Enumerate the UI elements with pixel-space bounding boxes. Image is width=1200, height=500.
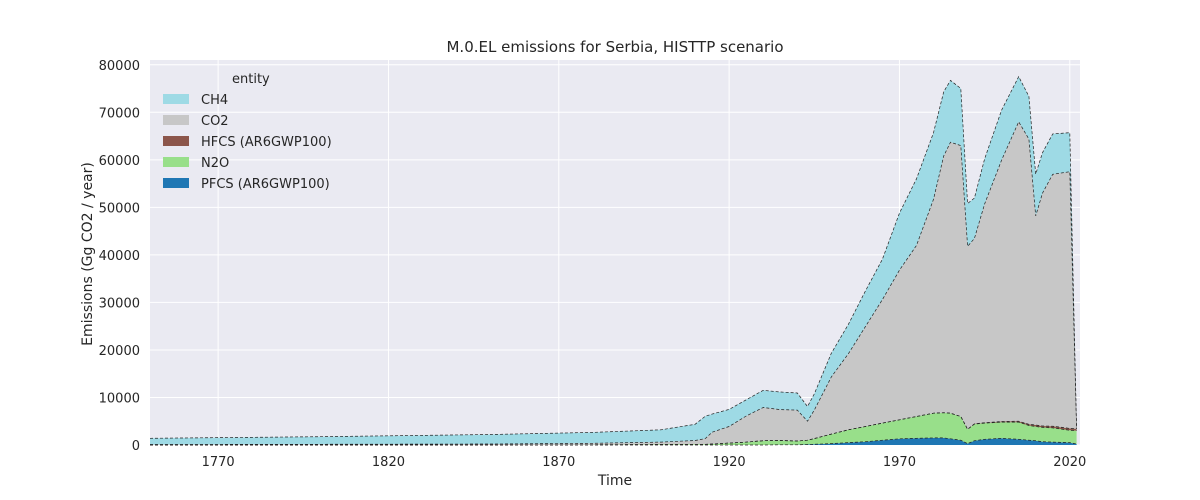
x-tick-label: 1920 bbox=[713, 455, 746, 470]
x-tick-label: 1770 bbox=[202, 455, 235, 470]
y-axis-label: Emissions (Gg CO2 / year) bbox=[80, 162, 96, 346]
x-tick-label: 2020 bbox=[1053, 455, 1086, 470]
outline-pfcs-ar6gwp100- bbox=[150, 437, 1077, 446]
x-tick-label: 1870 bbox=[542, 455, 575, 470]
x-axis-label: Time bbox=[597, 473, 632, 489]
outline-co2 bbox=[149, 121, 1077, 445]
outline-hfcs-ar6gwp100- bbox=[150, 412, 1077, 446]
x-tick-label: 1820 bbox=[372, 455, 405, 470]
legend-label: HFCS (AR6GWP100) bbox=[201, 135, 332, 150]
legend-swatch bbox=[163, 136, 189, 146]
y-tick-label: 50000 bbox=[99, 201, 140, 216]
y-tick-label: 0 bbox=[132, 439, 140, 454]
y-tick-label: 60000 bbox=[99, 154, 140, 169]
chart-title: M.0.EL emissions for Serbia, HISTTP scen… bbox=[446, 38, 783, 56]
legend-label: CO2 bbox=[201, 114, 229, 129]
y-tick-label: 10000 bbox=[99, 391, 140, 406]
legend-label: CH4 bbox=[201, 93, 228, 108]
y-tick-label: 40000 bbox=[99, 249, 140, 264]
outline-ch4 bbox=[149, 75, 1077, 439]
y-tick-label: 70000 bbox=[99, 106, 140, 121]
legend-swatch bbox=[163, 157, 189, 167]
legend-title: entity bbox=[232, 72, 270, 87]
y-tick-label: 30000 bbox=[99, 296, 140, 311]
x-tick-label: 1970 bbox=[883, 455, 916, 470]
area-ch4 bbox=[150, 76, 1077, 445]
legend-label: N2O bbox=[201, 156, 229, 171]
area-pfcs-ar6gwp100- bbox=[150, 437, 1077, 445]
y-tick-label: 20000 bbox=[99, 344, 140, 359]
series-outlines bbox=[149, 75, 1077, 446]
y-axis-ticks: 0 10000 20000 30000 40000 50000 60000 70000 8000… bbox=[99, 59, 140, 454]
x-axis-ticks: 1770 1820 1870 1920 1970 2020 bbox=[202, 455, 1087, 470]
area-n2o bbox=[150, 412, 1077, 445]
legend-swatch bbox=[163, 115, 189, 125]
legend-swatch bbox=[163, 178, 189, 188]
y-tick-label: 80000 bbox=[99, 59, 140, 74]
area-co2 bbox=[150, 121, 1077, 446]
stacked-areas bbox=[150, 76, 1077, 446]
legend-label: PFCS (AR6GWP100) bbox=[201, 177, 330, 192]
legend-swatch bbox=[163, 94, 189, 104]
legend: entity CH4 CO2 HFCS (AR6GWP100) N2O PFCS (AR… bbox=[163, 72, 332, 192]
